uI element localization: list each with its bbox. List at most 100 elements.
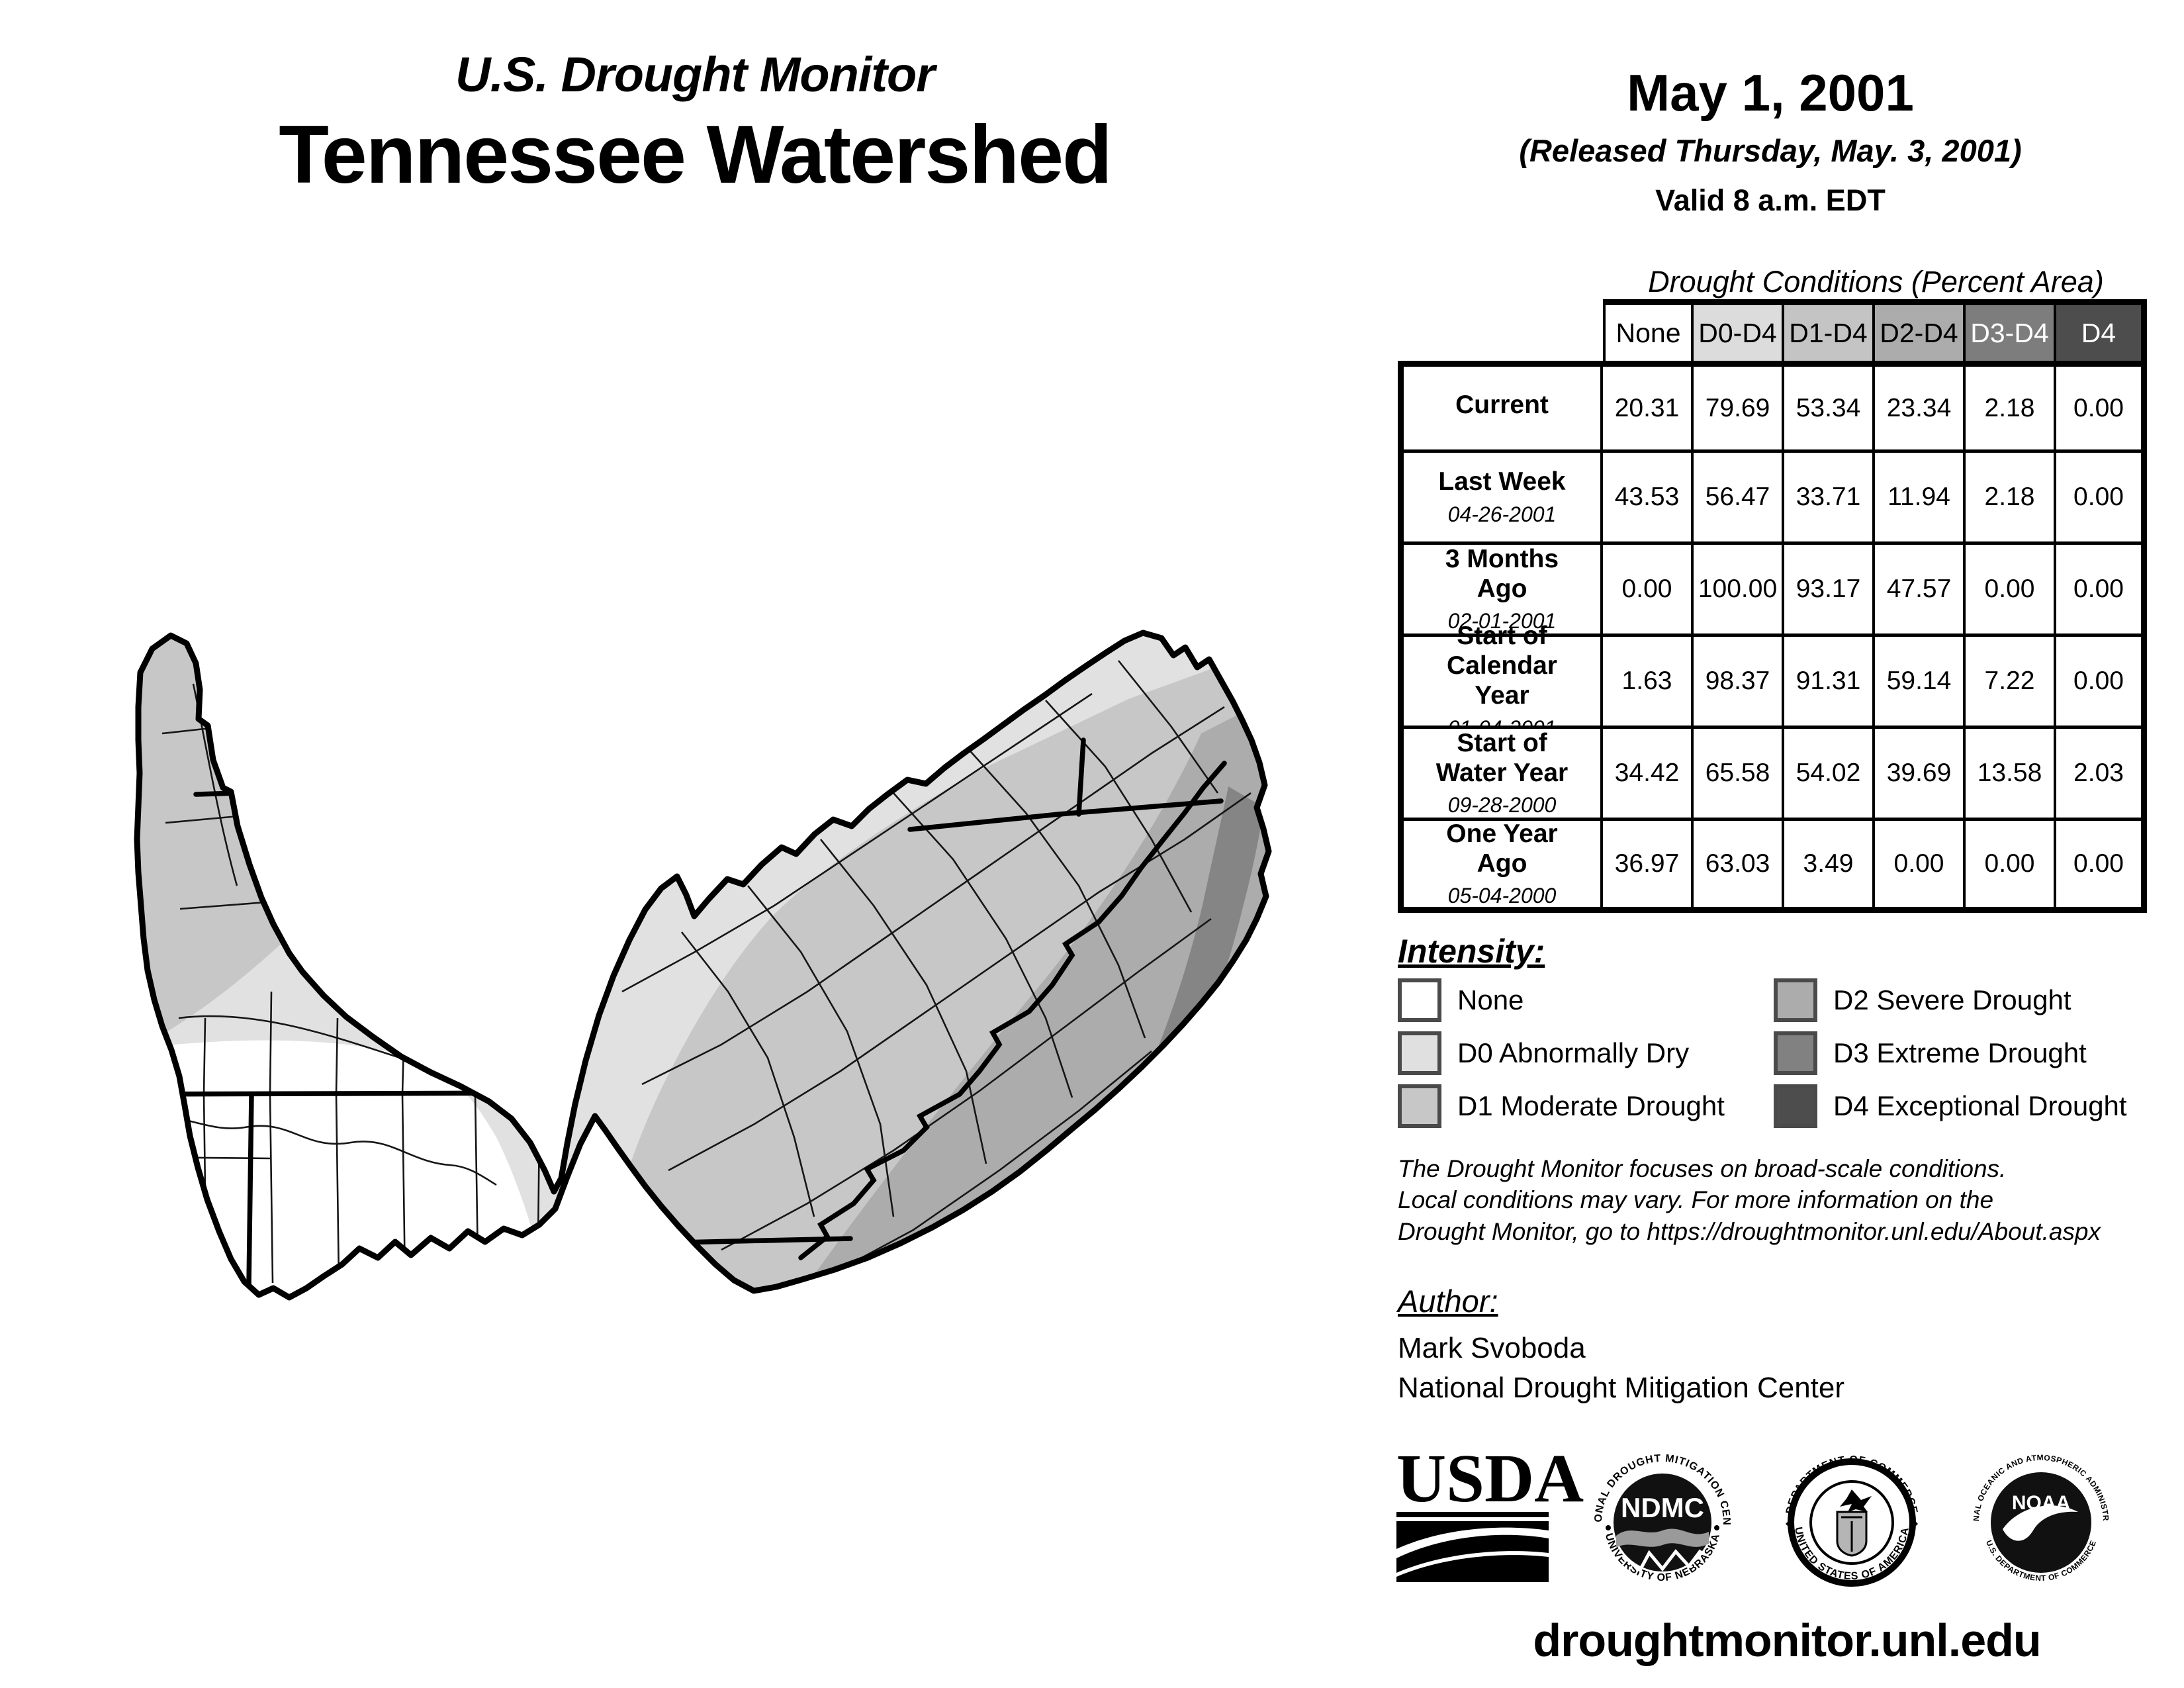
table-value: 36.97: [1603, 821, 1694, 913]
table-value: 0.00: [1603, 545, 1694, 637]
agency-logos: USDA NATIONAL DROUGHT MITIGATION CENTER …: [1386, 1434, 2151, 1602]
table-value: 63.03: [1694, 821, 1784, 913]
table-value: 0.00: [1966, 545, 2056, 637]
d2-swatch: [1774, 978, 1817, 1022]
table-value: 0.00: [2056, 453, 2147, 545]
legend-item-d2: D2 Severe Drought: [1774, 978, 2071, 1022]
table-value: 3.49: [1784, 821, 1875, 913]
col-header-d0-d4: D0-D4: [1694, 299, 1784, 361]
row-label: One Year Ago: [1446, 819, 1558, 878]
row-label-start-water-year: Start of Water Year 09-28-2000: [1398, 729, 1603, 821]
table-value: 65.58: [1694, 729, 1784, 821]
usda-logo: USDA: [1396, 1440, 1584, 1582]
commerce-eagle: [1840, 1489, 1872, 1512]
d3-swatch: [1774, 1031, 1817, 1075]
table-value: 54.02: [1784, 729, 1875, 821]
d4-swatch: [1774, 1084, 1817, 1128]
table-value: 59.14: [1875, 637, 1966, 729]
col-header-none: None: [1603, 299, 1694, 361]
row-label-start-calendar-year: Start of Calendar Year 01-04-2001: [1398, 622, 1603, 740]
legend-item-d3: D3 Extreme Drought: [1774, 1031, 2087, 1075]
map-d3-region: [1124, 786, 1264, 1132]
table-value: 98.37: [1694, 637, 1784, 729]
table-value: 2.18: [1966, 361, 2056, 453]
date-block: May 1, 2001 (Released Thursday, May. 3, …: [1403, 63, 2138, 218]
usda-wordmark: USDA: [1396, 1443, 1584, 1517]
logos-svg: USDA NATIONAL DROUGHT MITIGATION CENTER …: [1386, 1434, 2111, 1587]
col-header-d3-d4: D3-D4: [1966, 299, 2056, 361]
ndmc-wordmark: NDMC: [1621, 1492, 1704, 1523]
row-date: 05-04-2000: [1447, 884, 1557, 908]
table-value: 43.53: [1603, 453, 1694, 545]
author-name: Mark Svoboda: [1398, 1332, 1586, 1364]
table-value: 0.00: [2056, 821, 2147, 913]
legend-item-d0: D0 Abnormally Dry: [1398, 1031, 1689, 1075]
table-corner-cell: [1398, 299, 1603, 361]
legend-title: Intensity:: [1398, 933, 1545, 970]
table-value: 7.22: [1966, 637, 2056, 729]
table-value: 39.69: [1875, 729, 1966, 821]
table-value: 2.18: [1966, 453, 2056, 545]
table-value: 56.47: [1694, 453, 1784, 545]
footer-url: droughtmonitor.unl.edu: [1533, 1615, 2041, 1666]
table-value: 93.17: [1784, 545, 1875, 637]
table-value: 13.58: [1966, 729, 2056, 821]
row-label: Start of Calendar Year: [1447, 622, 1557, 710]
none-swatch: [1398, 978, 1441, 1022]
table-value: 100.00: [1694, 545, 1784, 637]
table-value: 20.31: [1603, 361, 1694, 453]
row-date: 02-01-2001: [1447, 609, 1557, 633]
disclaimer-line1: The Drought Monitor focuses on broad-sca…: [1398, 1155, 2007, 1182]
table-value: 53.34: [1784, 361, 1875, 453]
table-value: 34.42: [1603, 729, 1694, 821]
row-label: 3 Months Ago: [1445, 544, 1559, 603]
table-value: 2.03: [2056, 729, 2147, 821]
legend-item-d1: D1 Moderate Drought: [1398, 1084, 1725, 1128]
row-label: Current: [1455, 391, 1549, 420]
title-block: U.S. Drought Monitor Tennessee Watershed: [0, 46, 1390, 202]
table-value: 1.63: [1603, 637, 1694, 729]
col-header-d2-d4: D2-D4: [1875, 299, 1966, 361]
watershed-map: [99, 621, 1343, 1316]
row-label: Start of Water Year: [1435, 728, 1569, 787]
region-title: Tennessee Watershed: [279, 109, 1113, 201]
col-header-d4: D4: [2056, 299, 2147, 361]
valid-time: Valid 8 a.m. EDT: [1655, 183, 1886, 217]
legend-item-none: None: [1398, 978, 1524, 1022]
table-value: 79.69: [1694, 361, 1784, 453]
d1-swatch: [1398, 1084, 1441, 1128]
table-value: 91.31: [1784, 637, 1875, 729]
legend-label: D0 Abnormally Dry: [1457, 1037, 1690, 1068]
col-header-d1-d4: D1-D4: [1784, 299, 1875, 361]
table-value: 0.00: [2056, 545, 2147, 637]
table-value: 0.00: [1875, 821, 1966, 913]
legend-item-d4: D4 Exceptional Drought: [1774, 1084, 2127, 1128]
author-heading: Author:: [1398, 1284, 1498, 1319]
noaa-seagull: [2003, 1505, 2078, 1541]
legend-label: D4 Exceptional Drought: [1833, 1090, 2127, 1121]
legend-label: D1 Moderate Drought: [1457, 1090, 1725, 1121]
row-label-current: Current: [1398, 361, 1603, 453]
map-date: May 1, 2001: [1627, 64, 1914, 122]
row-label: Last Week: [1438, 467, 1566, 496]
legend-label: None: [1457, 984, 1524, 1015]
drought-conditions-table: None D0-D4 D1-D4 D2-D4 D3-D4 D4 Current …: [1398, 299, 2147, 913]
released-date: (Released Thursday, May. 3, 2001): [1519, 133, 2022, 168]
table-value: 47.57: [1875, 545, 1966, 637]
table-value: 0.00: [2056, 361, 2147, 453]
table-value: 0.00: [2056, 637, 2147, 729]
table-value: 11.94: [1875, 453, 1966, 545]
disclaimer-line3: Drought Monitor, go to https://droughtmo…: [1398, 1217, 2101, 1245]
row-label-3-months-ago: 3 Months Ago 02-01-2001: [1398, 545, 1603, 637]
disclaimer: The Drought Monitor focuses on broad-sca…: [1398, 1153, 2101, 1247]
legend-label: D3 Extreme Drought: [1833, 1037, 2087, 1068]
program-title: U.S. Drought Monitor: [455, 47, 935, 102]
legend-label: D2 Severe Drought: [1833, 984, 2071, 1015]
disclaimer-line2: Local conditions may vary. For more info…: [1398, 1186, 1994, 1214]
table-value: 0.00: [1966, 821, 2056, 913]
table-value: 33.71: [1784, 453, 1875, 545]
row-label-last-week: Last Week 04-26-2001: [1398, 453, 1603, 545]
table-value: 23.34: [1875, 361, 1966, 453]
watershed-map-svg: [134, 630, 1272, 1301]
